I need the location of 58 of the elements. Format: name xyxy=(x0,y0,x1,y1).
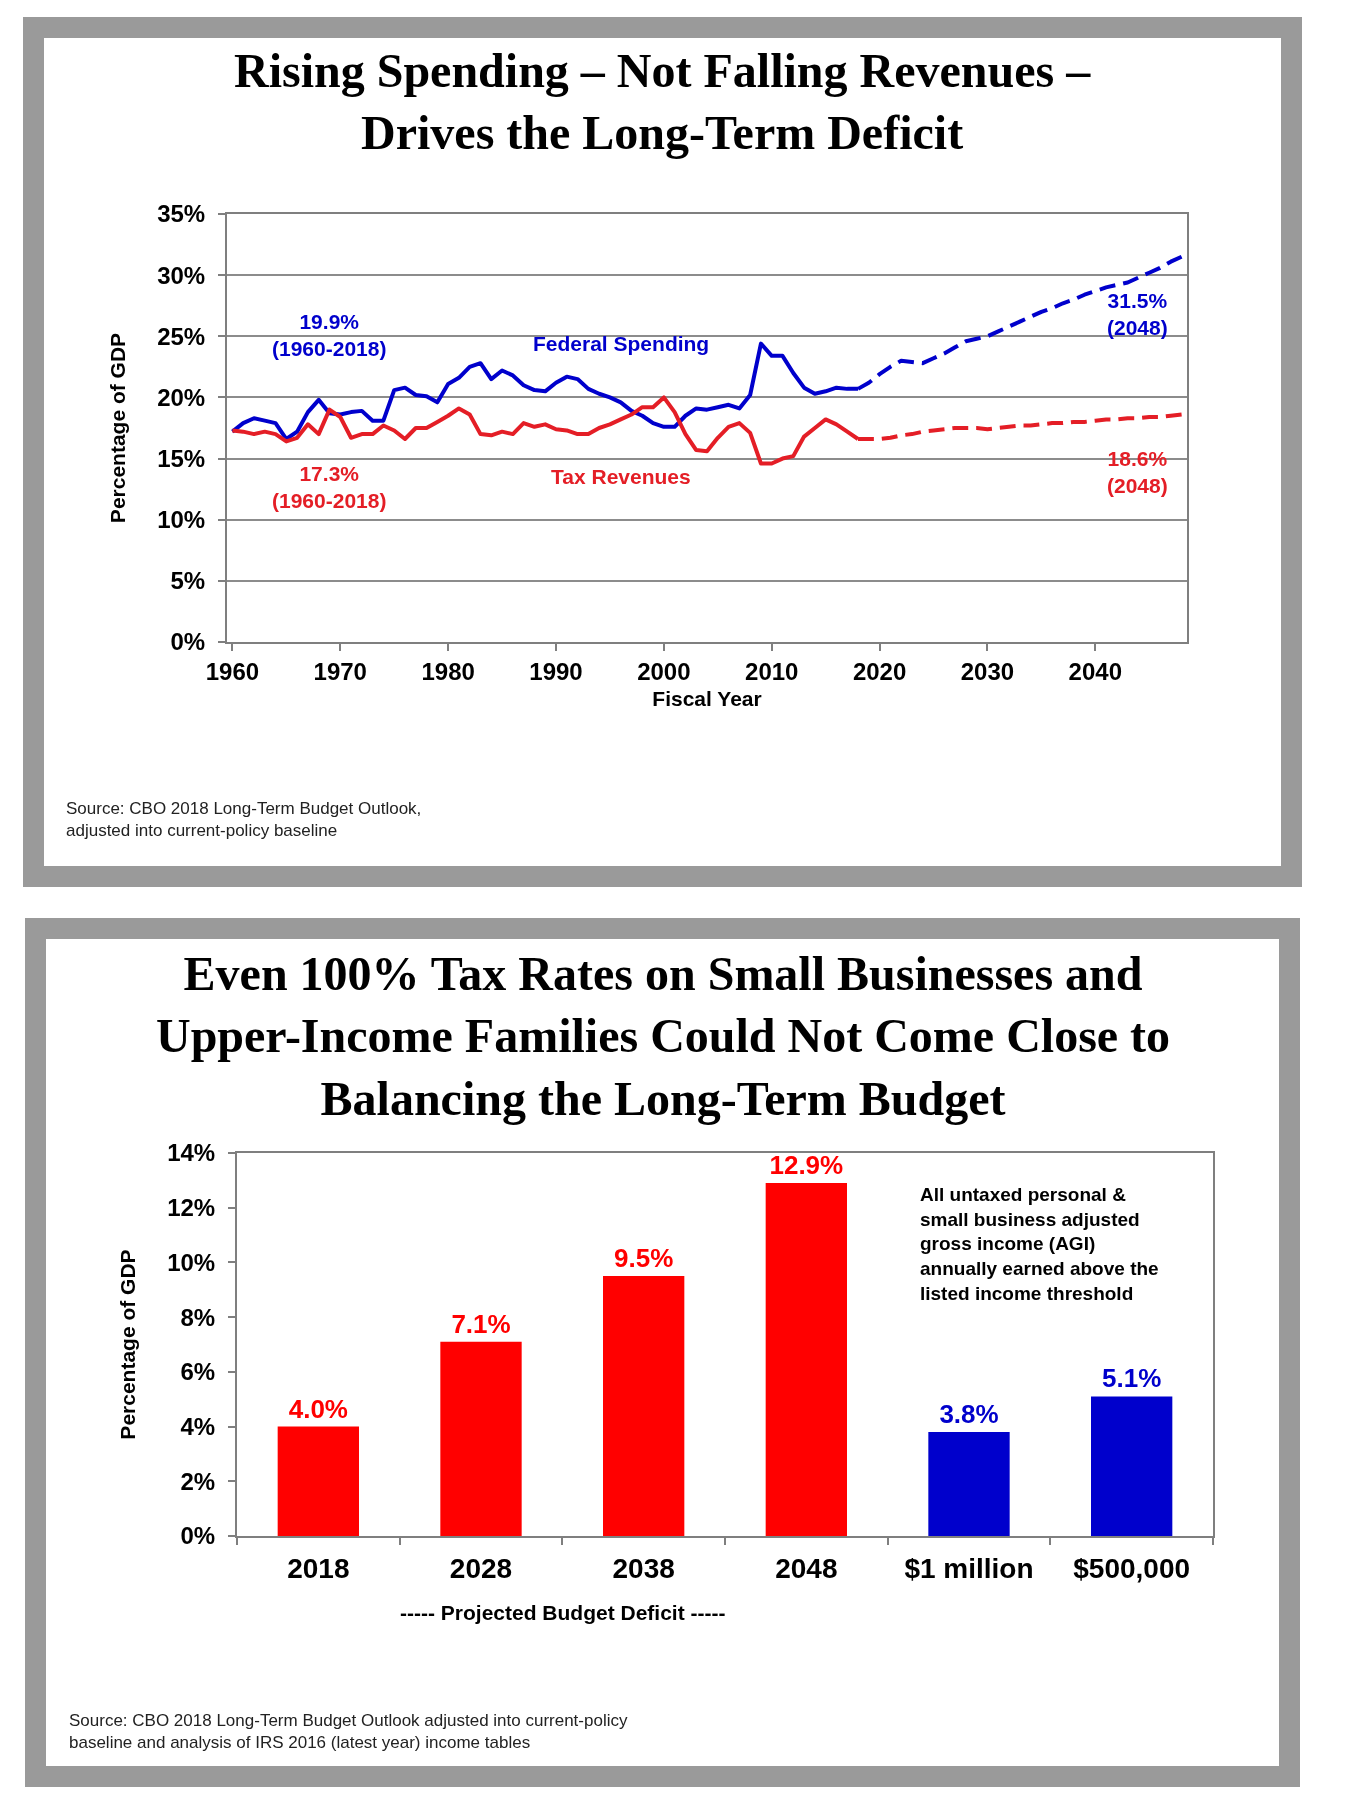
y-axis-title: Percentage of GDP xyxy=(115,1249,139,1440)
x-tick-label: 1970 xyxy=(313,657,367,685)
annotation: 18.6% (2048) xyxy=(1107,447,1168,498)
y-tick-label: 5% xyxy=(170,567,206,595)
x-tick-label: 1980 xyxy=(421,657,475,685)
data-label: 4.0% xyxy=(288,1393,348,1424)
x-tick-label: 2028 xyxy=(449,1552,513,1584)
x-tick-label: 2000 xyxy=(637,657,691,685)
bar xyxy=(765,1183,847,1536)
series-label: Tax Revenues xyxy=(551,465,691,488)
x-tick-label: 2030 xyxy=(960,657,1015,685)
x-tick-label: $1 million xyxy=(904,1552,1034,1584)
y-tick-label: 4% xyxy=(180,1412,216,1440)
y-tick-label: 30% xyxy=(157,261,206,289)
y-tick-label: 14% xyxy=(167,1139,216,1167)
annotation: 31.5% (2048) xyxy=(1107,289,1168,340)
data-label: 12.9% xyxy=(769,1150,844,1181)
y-tick-label: 10% xyxy=(157,506,206,534)
y-tick-label: 25% xyxy=(157,322,206,350)
data-label: 7.1% xyxy=(451,1308,511,1339)
annotation: 19.9% (1960-2018) xyxy=(272,310,387,361)
x-tick-label: 2010 xyxy=(745,657,799,685)
y-tick-label: 12% xyxy=(167,1194,216,1222)
y-tick-label: 8% xyxy=(180,1303,216,1331)
chart-title: Rising Spending – Not Falling Revenues – Drives the Long-Term Deficit xyxy=(234,44,1092,160)
bar xyxy=(1091,1396,1173,1536)
annotation: All untaxed personal & small business adjusted gross income (AGI) annually earned above the listed income threshold xyxy=(920,1184,1159,1304)
y-axis-title: Percentage of GDP xyxy=(105,332,129,524)
x-tick-label: 1960 xyxy=(205,657,260,685)
y-tick-label: 0% xyxy=(180,1522,216,1550)
source-note: Source: CBO 2018 Long-Term Budget Outlook, adjusted into current-policy baseline xyxy=(66,799,422,841)
data-label: 3.8% xyxy=(939,1399,999,1430)
bar xyxy=(440,1341,522,1536)
data-label: 5.1% xyxy=(1102,1363,1162,1394)
x-axis-title: Fiscal Year xyxy=(652,687,762,711)
annotation: 17.3% (1960-2018) xyxy=(272,462,387,513)
y-tick-label: 6% xyxy=(180,1358,216,1386)
bar xyxy=(277,1426,359,1536)
y-tick-label: 15% xyxy=(157,444,206,472)
x-tick-label: 2018 xyxy=(287,1552,350,1584)
y-tick-label: 0% xyxy=(170,628,206,656)
x-tick-label: 2020 xyxy=(852,657,907,685)
x-tick-label: 2048 xyxy=(775,1552,838,1584)
chart-title: Even 100% Tax Rates on Small Businesses and Upper-Income Families Could Not Come Close to Balancing the Long-Term Budget xyxy=(156,947,1171,1125)
y-tick-label: 10% xyxy=(167,1248,216,1276)
source-note: Source: CBO 2018 Long-Term Budget Outlook adjusted into current-policy baseline and analysis of IRS 2016 (latest year) income tables xyxy=(69,1711,628,1753)
data-label: 9.5% xyxy=(614,1243,674,1274)
series-label: Federal Spending xyxy=(533,332,710,355)
y-tick-label: 2% xyxy=(180,1467,216,1495)
x-axis-title: ----- Projected Budget Deficit ----- xyxy=(400,1601,726,1624)
x-tick-label: 2040 xyxy=(1068,657,1123,685)
x-tick-label: $500,000 xyxy=(1073,1552,1191,1584)
y-tick-label: 35% xyxy=(157,200,206,228)
x-tick-label: 2038 xyxy=(612,1552,675,1584)
bar xyxy=(928,1432,1010,1536)
x-tick-label: 1990 xyxy=(529,657,583,685)
bar xyxy=(603,1276,685,1536)
y-tick-label: 20% xyxy=(157,383,206,411)
